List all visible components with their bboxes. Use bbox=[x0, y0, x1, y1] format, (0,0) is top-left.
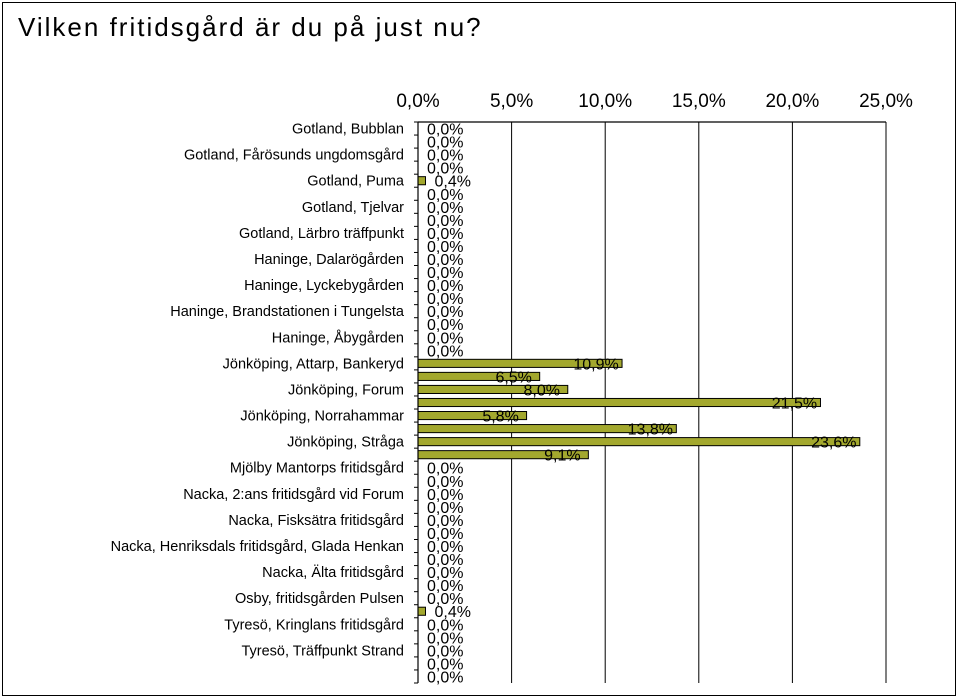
category-label: Jönköping, Forum bbox=[288, 382, 404, 398]
value-label: 0,0% bbox=[427, 304, 463, 321]
value-label: 13,8% bbox=[628, 422, 673, 439]
category-label: Nacka, Fisksätra fritidsgård bbox=[228, 513, 404, 529]
value-label: 0,0% bbox=[427, 461, 463, 478]
category-label: Nacka, Henriksdals fritidsgård, Glada He… bbox=[111, 539, 404, 555]
category-label: Gotland, Lärbro träffpunkt bbox=[239, 226, 404, 242]
value-label: 0,0% bbox=[427, 213, 463, 230]
value-label: 0,0% bbox=[427, 161, 463, 178]
x-axis-ticks: 0,0% 5,0% 10,0% 15,0% 20,0% 25,0% bbox=[396, 91, 913, 112]
bar bbox=[417, 176, 426, 186]
value-label: 0,0% bbox=[427, 343, 463, 360]
value-label: 10,9% bbox=[573, 356, 618, 373]
value-label: 6,5% bbox=[495, 369, 531, 386]
value-label: 0,0% bbox=[427, 226, 463, 243]
value-label: 0,0% bbox=[427, 148, 463, 165]
value-label: 0,0% bbox=[427, 552, 463, 569]
category-label: Haninge, Lyckebygården bbox=[244, 278, 404, 294]
value-label: 23,6% bbox=[811, 435, 856, 452]
category-label: Jönköping, Stråga bbox=[287, 435, 405, 451]
value-label: 0,0% bbox=[427, 500, 463, 517]
value-label: 0,0% bbox=[427, 656, 463, 673]
value-label: 0,0% bbox=[427, 187, 463, 204]
value-label: 0,4% bbox=[434, 174, 470, 191]
category-label: Haninge, Åbygården bbox=[272, 329, 404, 346]
category-label: Nacka, 2:ans fritidsgård vid Forum bbox=[183, 487, 404, 503]
value-label: 0,0% bbox=[427, 487, 463, 504]
value-label: 8,0% bbox=[524, 382, 560, 399]
value-label: 0,0% bbox=[427, 630, 463, 647]
value-label: 0,0% bbox=[427, 317, 463, 334]
value-label: 0,0% bbox=[427, 578, 463, 595]
value-label: 0,0% bbox=[427, 265, 463, 282]
value-label: 0,0% bbox=[427, 135, 463, 152]
category-label: Gotland, Puma bbox=[307, 174, 405, 190]
bars bbox=[417, 176, 861, 616]
value-label: 0,0% bbox=[427, 539, 463, 556]
category-label: Gotland, Bubblan bbox=[292, 122, 404, 138]
x-tick-label: 0,0% bbox=[396, 91, 439, 112]
value-label: 5,8% bbox=[482, 409, 518, 426]
value-label: 9,1% bbox=[544, 448, 580, 465]
x-tick-label: 20,0% bbox=[765, 91, 819, 112]
value-label: 21,5% bbox=[772, 396, 817, 413]
value-label: 0,0% bbox=[427, 669, 463, 686]
value-label: 0,0% bbox=[427, 565, 463, 582]
bar bbox=[417, 437, 861, 447]
category-label: Jönköping, Norrahammar bbox=[240, 409, 404, 425]
category-label: Jönköping, Attarp, Bankeryd bbox=[223, 356, 404, 372]
bar bbox=[417, 606, 426, 616]
category-label: Tyresö, Kringlans fritidsgård bbox=[224, 617, 404, 633]
value-label: 0,0% bbox=[427, 591, 463, 608]
value-label: 0,4% bbox=[434, 604, 470, 621]
category-label: Haninge, Brandstationen i Tungelsta bbox=[170, 304, 405, 320]
value-label: 0,0% bbox=[427, 330, 463, 347]
chart-title: Vilken fritidsgård är du på just nu? bbox=[18, 12, 483, 42]
x-tick-label: 25,0% bbox=[859, 91, 913, 112]
x-tick-label: 5,0% bbox=[490, 91, 533, 112]
category-label: Gotland, Tjelvar bbox=[302, 200, 404, 216]
category-label: Haninge, Dalarögården bbox=[254, 252, 404, 268]
value-label: 0,0% bbox=[427, 291, 463, 308]
value-label: 0,0% bbox=[427, 278, 463, 295]
value-label: 0,0% bbox=[427, 526, 463, 543]
x-tick-label: 10,0% bbox=[578, 91, 632, 112]
value-label: 0,0% bbox=[427, 513, 463, 530]
value-label: 0,0% bbox=[427, 617, 463, 634]
category-label: Nacka, Älta fritidsgård bbox=[262, 564, 404, 581]
value-labels: 0,0%0,0%0,0%0,0%0,4%0,0%0,0%0,0%0,0%0,0%… bbox=[427, 122, 856, 687]
axes bbox=[414, 121, 886, 684]
category-label: Gotland, Fårösunds ungdomsgård bbox=[184, 148, 404, 164]
category-label: Tyresö, Träffpunkt Strand bbox=[241, 643, 404, 659]
value-label: 0,0% bbox=[427, 643, 463, 660]
x-tick-label: 15,0% bbox=[672, 91, 726, 112]
value-label: 0,0% bbox=[427, 252, 463, 269]
bar bbox=[417, 397, 821, 408]
category-label: Osby, fritidsgården Pulsen bbox=[235, 591, 404, 607]
value-label: 0,0% bbox=[427, 474, 463, 491]
value-label: 0,0% bbox=[427, 122, 463, 139]
category-labels: Gotland, Bubblan Gotland, Fårösunds ungdo… bbox=[111, 122, 405, 660]
category-label: Mjölby Mantorps fritidsgård bbox=[230, 461, 404, 477]
value-label: 0,0% bbox=[427, 200, 463, 217]
value-label: 0,0% bbox=[427, 239, 463, 256]
